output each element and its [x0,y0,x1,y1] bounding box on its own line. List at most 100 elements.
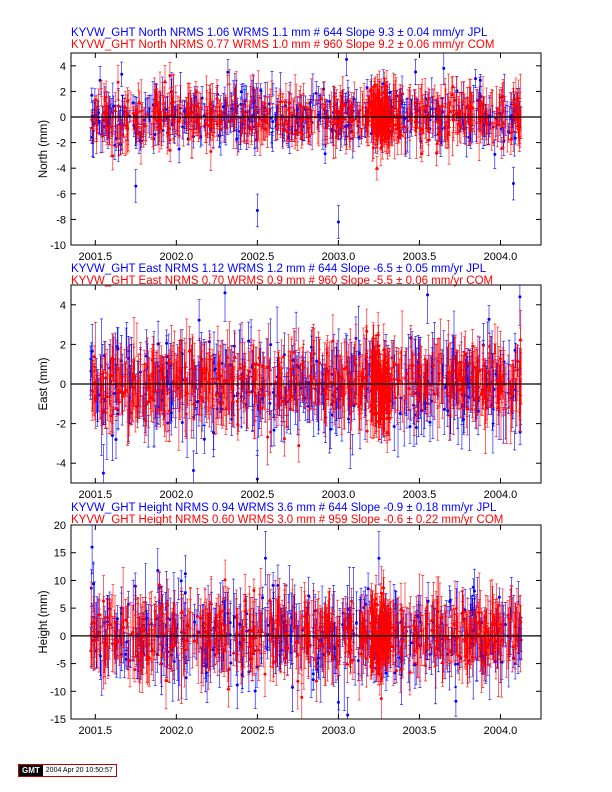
data-point [368,87,374,92]
panel-title-jpl: KYVW_GHT East NRMS 1.12 WRMS 1.2 mm # 64… [71,263,487,275]
data-point [125,123,129,127]
data-point [183,572,187,576]
y-axis-label: East (mm) [38,357,50,410]
data-point [305,106,311,111]
data-point [218,373,222,377]
data-point [481,660,485,664]
data-point [370,658,375,663]
data-point [253,689,257,693]
data-point [179,366,184,371]
data-point [123,105,127,109]
data-point [337,119,343,124]
data-point [263,672,267,676]
data-point [115,617,119,621]
data-point [375,647,381,652]
data-point [384,671,388,675]
data-point [154,96,158,100]
data-point [250,657,254,661]
data-point [385,360,390,365]
data-point [252,379,256,383]
data-point [242,363,247,368]
data-point [134,184,138,188]
data-point [263,102,267,106]
data-point [200,368,204,372]
data-point [383,639,388,644]
data-point [128,659,132,663]
data-point [247,389,252,394]
data-point [207,613,211,617]
data-point [207,616,212,621]
data-point [315,359,319,363]
data-point [105,395,109,399]
data-point [119,125,123,129]
data-point [240,375,246,380]
data-point [164,678,168,682]
data-point [501,373,505,377]
data-point [518,430,522,434]
data-point [382,383,387,388]
data-point [388,607,392,611]
data-point [125,640,129,644]
data-point [213,367,217,371]
data-point [109,372,114,377]
data-point [399,132,404,137]
data-point [510,384,515,389]
data-point [333,109,337,113]
panel-title-jpl: KYVW_GHT North NRMS 1.06 WRMS 1.1 mm # 6… [71,27,488,39]
data-point [209,628,213,632]
x-tick-label: 2004.0 [484,725,518,737]
data-point [478,392,484,397]
data-point [368,402,374,407]
data-point [392,113,396,117]
data-point [447,108,453,113]
data-point [487,317,491,321]
data-point [451,368,456,373]
data-point [390,356,394,360]
data-point [212,626,216,630]
data-point [369,649,374,654]
data-point [287,397,292,402]
data-point [388,398,392,402]
data-point [393,395,398,400]
data-point [380,125,386,130]
data-point [271,583,275,587]
data-point [325,122,330,127]
data-point [386,366,391,371]
data-point [155,119,159,123]
data-point [371,396,376,401]
y-tick-label: 2 [60,339,66,351]
data-point [378,362,382,366]
x-tick-label: 2001.5 [78,725,112,737]
y-tick-label: -4 [56,163,66,175]
data-point [261,363,265,367]
data-point [142,417,148,422]
data-point [413,663,417,667]
data-point [374,165,380,170]
data-point [195,103,200,108]
data-point [318,361,322,365]
data-point [343,367,347,371]
data-point [300,131,305,136]
data-point [307,134,311,138]
data-point [150,358,154,362]
data-point [226,70,230,74]
data-point [284,119,288,123]
data-point [162,79,168,84]
data-point [269,619,274,624]
data-point [135,121,139,125]
data-point [268,616,272,620]
data-point [262,119,266,123]
data-point [454,699,458,703]
data-point [153,132,157,136]
data-point [409,117,414,122]
data-point [348,137,352,141]
y-tick-label: 2 [60,86,66,98]
data-point [230,398,236,403]
data-point [351,658,355,662]
data-point [348,390,353,395]
data-point [488,636,493,641]
data-point [368,655,372,659]
data-point [330,626,334,630]
data-point [345,661,350,666]
data-point [426,599,430,603]
